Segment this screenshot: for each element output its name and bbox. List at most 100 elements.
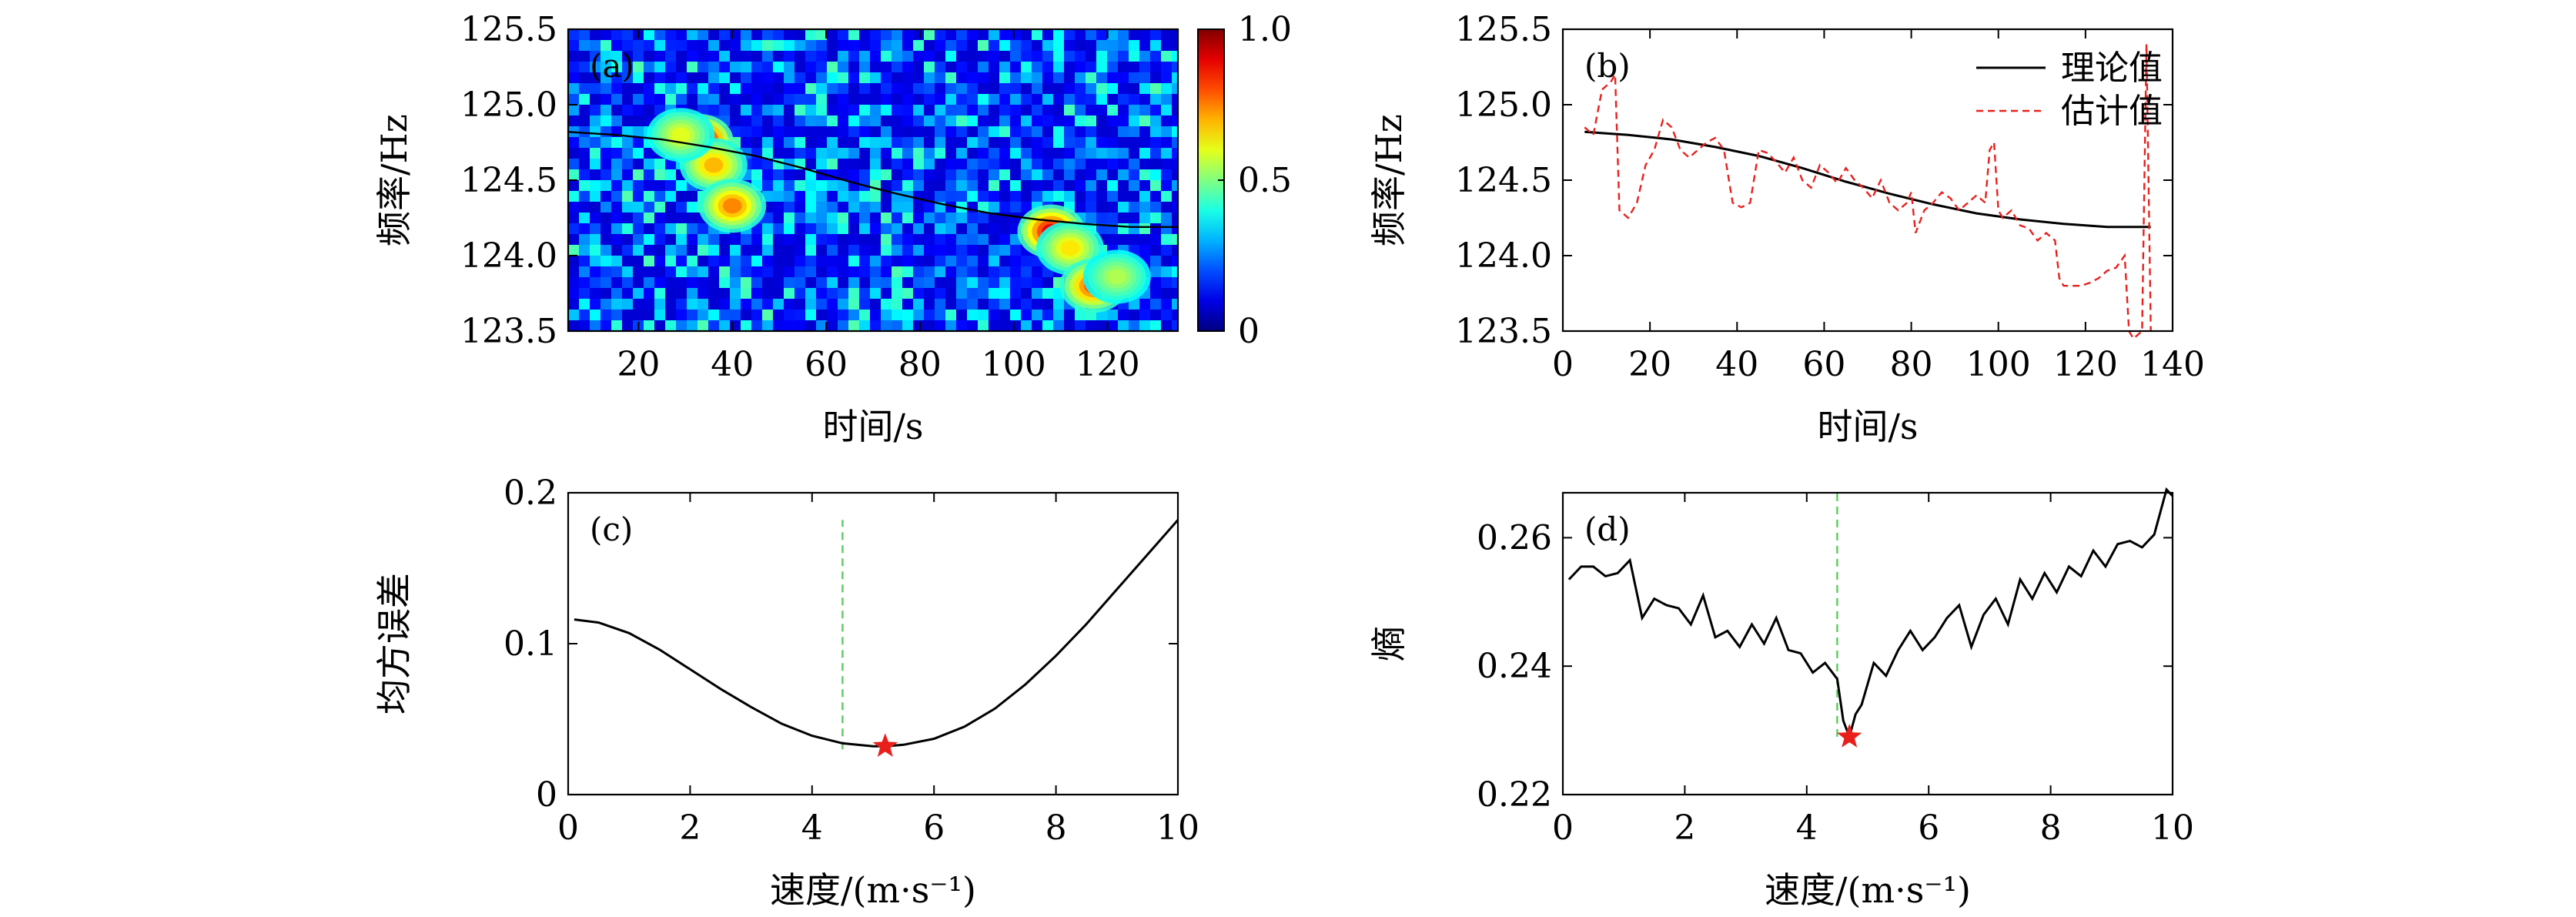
heatmap-cell <box>644 310 655 321</box>
heatmap-cell <box>751 234 763 246</box>
heatmap-cell <box>1150 277 1162 289</box>
heatmap-cell <box>978 72 989 84</box>
heatmap-cell <box>892 94 903 105</box>
heatmap-cell <box>1129 223 1140 235</box>
heatmap-cell <box>870 223 882 235</box>
x-tick-label: 20 <box>617 345 660 384</box>
heatmap-cell <box>1139 159 1151 170</box>
heatmap-cell <box>848 299 860 310</box>
heatmap-cell <box>1010 266 1022 278</box>
heatmap-cell <box>676 72 687 84</box>
heatmap-cell <box>1129 180 1140 192</box>
heatmap-cell <box>892 245 903 256</box>
heatmap-cell <box>751 62 763 73</box>
heatmap-cell <box>892 62 903 73</box>
heatmap-cell <box>1053 72 1065 84</box>
heatmap-cell <box>838 72 849 84</box>
heatmap-cell <box>989 29 1000 41</box>
heatmap-cell <box>590 126 601 138</box>
heatmap-cell <box>1075 94 1086 105</box>
heatmap-cell <box>719 105 731 116</box>
heatmap-cell <box>741 115 752 127</box>
series-line-1 <box>1584 130 2151 229</box>
heatmap-cell <box>1150 126 1162 138</box>
heatmap-cell <box>601 40 612 52</box>
heatmap-cell <box>978 105 989 116</box>
heatmap-cell <box>719 256 731 267</box>
heatmap-cell <box>956 126 968 138</box>
heatmap-cell <box>870 115 882 127</box>
heatmap-cell <box>751 159 763 170</box>
heatmap-cell <box>795 105 806 116</box>
heatmap-cell <box>1161 180 1173 192</box>
heatmap-cell <box>665 94 677 105</box>
heatmap-cell <box>665 299 677 310</box>
heatmap-cell <box>773 180 785 192</box>
heatmap-cell <box>644 299 655 310</box>
heatmap-hotspot <box>1060 240 1080 256</box>
heatmap-cell <box>870 266 882 278</box>
x-tick-label: 20 <box>1628 345 1671 384</box>
heatmap-cell <box>902 256 914 267</box>
heatmap-cell <box>676 180 687 192</box>
heatmap-cell <box>827 213 838 224</box>
heatmap-cell <box>590 169 601 181</box>
heatmap-cell <box>1021 320 1032 331</box>
heatmap-cell <box>870 148 882 159</box>
heatmap-cell <box>784 137 795 149</box>
heatmap-cell <box>967 245 979 256</box>
heatmap-cell <box>654 180 666 192</box>
heatmap-cell <box>751 320 763 331</box>
heatmap-cell <box>989 277 1000 289</box>
heatmap-cell <box>1161 256 1173 267</box>
heatmap-cell <box>935 62 946 73</box>
heatmap-cell <box>902 245 914 256</box>
heatmap-cell <box>1107 115 1119 127</box>
heatmap-cell <box>622 72 634 84</box>
heatmap-cell <box>838 29 849 41</box>
heatmap-cell <box>805 29 817 41</box>
heatmap-cell <box>913 223 925 235</box>
heatmap-cell <box>611 277 623 289</box>
heatmap-cell <box>892 51 903 62</box>
heatmap-cell <box>719 277 731 289</box>
heatmap-cell <box>579 202 590 213</box>
heatmap-cell <box>1118 191 1129 202</box>
heatmap-cell <box>654 202 666 213</box>
heatmap-cell <box>945 234 957 246</box>
heatmap-cell <box>622 299 634 310</box>
heatmap-cell <box>1118 159 1129 170</box>
heatmap-cell <box>1172 83 1178 95</box>
heatmap-cell <box>622 62 634 73</box>
heatmap-cell <box>1096 148 1108 159</box>
heatmap-cell <box>827 180 838 192</box>
y-tick-label: 0.26 <box>1477 518 1552 557</box>
heatmap-cell <box>1118 29 1129 41</box>
heatmap-cell <box>644 266 655 278</box>
heatmap-cell <box>1042 137 1054 149</box>
heatmap-cell <box>967 105 979 116</box>
heatmap-cell <box>1129 115 1140 127</box>
heatmap-cell <box>859 245 871 256</box>
heatmap-cell <box>762 277 774 289</box>
heatmap-cell <box>654 83 666 95</box>
heatmap-cell <box>838 299 849 310</box>
heatmap-cell <box>978 83 989 95</box>
colorbar: 0 0.5 1.0 <box>1197 10 1292 351</box>
heatmap-cell <box>644 105 655 116</box>
heatmap-cell <box>967 299 979 310</box>
heatmap-cell <box>1064 180 1076 192</box>
heatmap-cell <box>935 310 946 321</box>
heatmap-cell <box>816 115 828 127</box>
heatmap-cell <box>838 288 849 300</box>
heatmap-cell <box>568 105 580 116</box>
heatmap-cell <box>1150 94 1162 105</box>
heatmap-cell <box>999 40 1011 52</box>
heatmap-cell <box>881 148 892 159</box>
heatmap-cell <box>676 29 687 41</box>
heatmap-cell <box>902 83 914 95</box>
heatmap-cell <box>751 137 763 149</box>
heatmap-cell <box>622 137 634 149</box>
heatmap-cell <box>827 288 838 300</box>
heatmap-cell <box>1086 29 1097 41</box>
